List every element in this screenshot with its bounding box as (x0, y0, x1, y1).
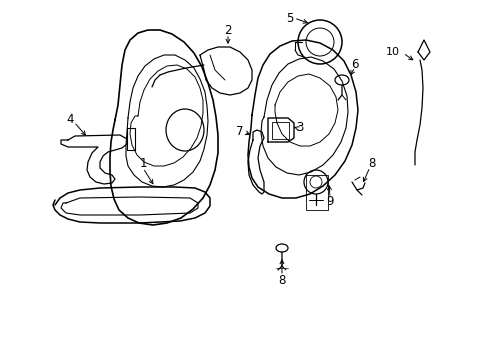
Text: 2: 2 (224, 23, 231, 36)
Text: 6: 6 (350, 58, 358, 71)
Text: 8: 8 (278, 274, 285, 287)
Text: 4: 4 (66, 113, 74, 126)
Text: 9: 9 (325, 195, 333, 208)
Bar (305, 175, 327, 210)
Text: 8: 8 (367, 157, 375, 171)
Text: 5: 5 (286, 12, 293, 24)
Bar (127, 128, 135, 150)
Text: 3: 3 (296, 121, 303, 135)
Text: 7: 7 (236, 126, 243, 139)
Text: 1: 1 (139, 157, 146, 171)
Bar (271, 122, 288, 139)
Text: 10: 10 (385, 47, 399, 57)
